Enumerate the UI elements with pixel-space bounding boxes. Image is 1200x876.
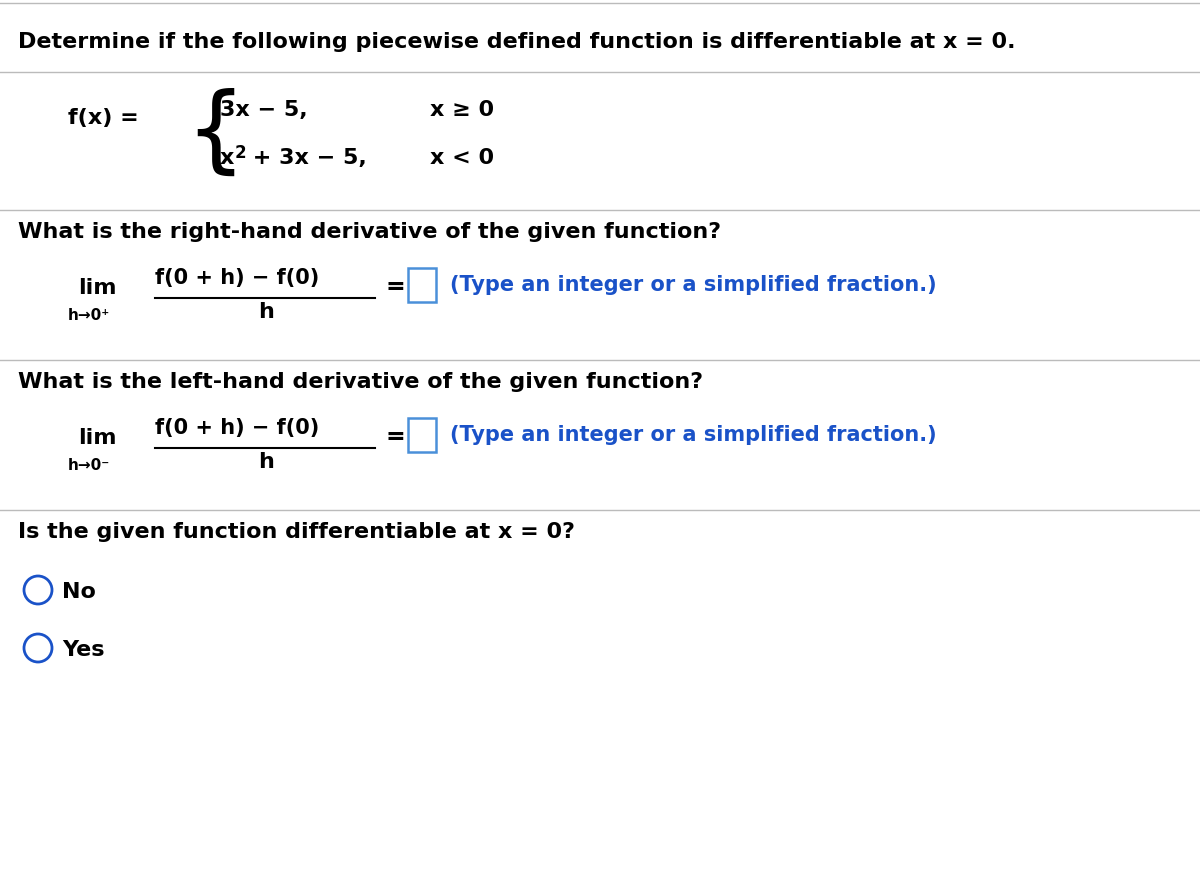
Text: =: =: [385, 425, 404, 449]
Text: lim: lim: [78, 278, 116, 298]
Text: lim: lim: [78, 428, 116, 448]
Text: h→0⁺: h→0⁺: [68, 308, 110, 323]
Text: + 3x − 5,: + 3x − 5,: [245, 148, 367, 168]
FancyBboxPatch shape: [408, 418, 436, 452]
Text: h→0⁻: h→0⁻: [68, 458, 110, 473]
Text: What is the left-hand derivative of the given function?: What is the left-hand derivative of the …: [18, 372, 703, 392]
Text: x < 0: x < 0: [430, 148, 494, 168]
Text: x ≥ 0: x ≥ 0: [430, 100, 494, 120]
Text: {: {: [185, 88, 245, 180]
Text: (Type an integer or a simplified fraction.): (Type an integer or a simplified fractio…: [450, 275, 937, 295]
Text: 3x − 5,: 3x − 5,: [220, 100, 307, 120]
Text: 2: 2: [235, 144, 247, 162]
Text: Yes: Yes: [62, 640, 104, 660]
Text: f(0 + h) − f(0): f(0 + h) − f(0): [155, 418, 319, 438]
Text: h: h: [258, 302, 274, 322]
Text: =: =: [385, 275, 404, 299]
Text: f(x) =: f(x) =: [68, 108, 139, 128]
Text: (Type an integer or a simplified fraction.): (Type an integer or a simplified fractio…: [450, 425, 937, 445]
Text: Is the given function differentiable at x = 0?: Is the given function differentiable at …: [18, 522, 575, 542]
FancyBboxPatch shape: [408, 268, 436, 302]
Text: f(0 + h) − f(0): f(0 + h) − f(0): [155, 268, 319, 288]
Text: Determine if the following piecewise defined function is differentiable at x = 0: Determine if the following piecewise def…: [18, 32, 1015, 52]
Text: x: x: [220, 148, 234, 168]
Text: What is the right-hand derivative of the given function?: What is the right-hand derivative of the…: [18, 222, 721, 242]
Text: No: No: [62, 582, 96, 602]
Text: h: h: [258, 452, 274, 472]
